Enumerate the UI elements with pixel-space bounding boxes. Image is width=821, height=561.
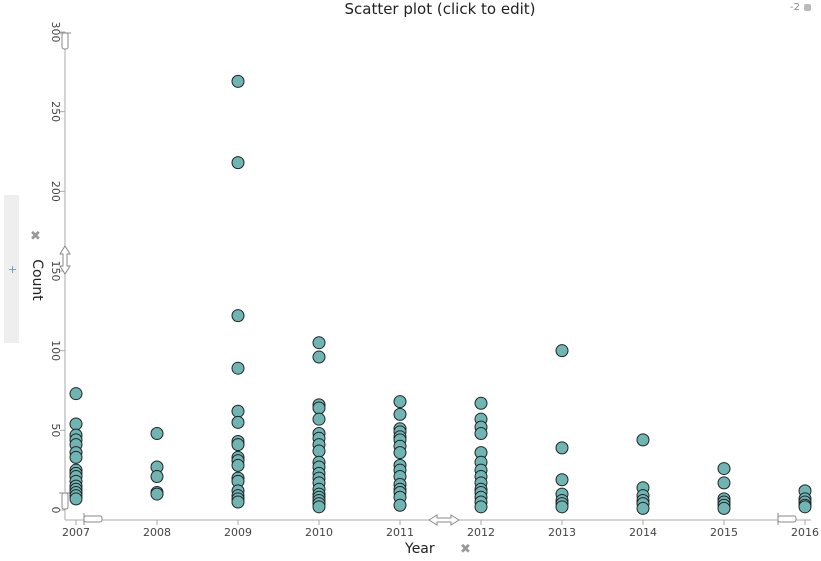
chart-title[interactable]: Scatter plot (click to edit)	[344, 0, 536, 18]
double-arrow-icon	[428, 514, 460, 526]
axis-handles[interactable]	[59, 32, 797, 526]
data-point	[393, 446, 407, 460]
y-attribute-panel[interactable]: +	[4, 195, 19, 343]
y-tick-label: 100	[49, 340, 62, 361]
data-point	[150, 427, 164, 441]
data-point	[312, 412, 326, 426]
data-point	[69, 450, 83, 464]
y-axis-min-handle[interactable]	[59, 492, 71, 510]
x-axis-pan-handle[interactable]	[428, 514, 460, 526]
remove-x-attribute-icon[interactable]: ✖	[460, 542, 471, 557]
data-point	[474, 500, 488, 514]
data-point	[474, 427, 488, 441]
remove-y-attribute-icon[interactable]: ✖	[30, 229, 41, 244]
data-point	[393, 498, 407, 512]
data-point	[231, 404, 245, 418]
data-point	[717, 476, 731, 490]
y-tick-label: 150	[49, 261, 62, 282]
x-tick-label: 2013	[548, 526, 576, 539]
y-tick-label: 250	[49, 101, 62, 122]
data-point	[231, 361, 245, 375]
y-tick-label: 200	[49, 181, 62, 202]
y-tick-label: 300	[49, 22, 62, 43]
y-tick-label: 50	[49, 423, 62, 437]
data-point	[636, 433, 650, 447]
data-point	[393, 407, 407, 421]
data-point	[312, 500, 326, 514]
data-point	[555, 473, 569, 487]
y-axis-label[interactable]: Count	[29, 259, 45, 301]
data-point	[69, 492, 83, 506]
data-point	[798, 500, 812, 514]
data-point	[393, 395, 407, 409]
x-tick-label: 2015	[710, 526, 738, 539]
x-axis: 2007 2008 2009 2010 2011 2012 2013 2014 2015 2016	[62, 519, 819, 539]
x-tick-label: 2016	[791, 526, 819, 539]
y-tick-label: 0	[49, 507, 62, 514]
data-point	[231, 458, 245, 472]
x-axis-min-handle[interactable]	[83, 513, 103, 525]
data-point	[717, 501, 731, 515]
data-point	[555, 441, 569, 455]
data-point	[312, 350, 326, 364]
data-points	[69, 74, 812, 515]
x-tick-label: 2011	[386, 526, 414, 539]
data-point	[69, 417, 83, 431]
double-arrow-icon	[59, 245, 71, 275]
data-point	[555, 500, 569, 514]
data-point	[636, 501, 650, 515]
handle-body	[777, 515, 797, 523]
data-point	[312, 336, 326, 350]
data-point	[312, 444, 326, 458]
corner-value: -2	[790, 2, 800, 13]
x-tick-label: 2007	[62, 526, 90, 539]
y-axis: 0 50 100 150 200 250 300	[49, 22, 66, 520]
corner-dot-icon[interactable]	[804, 3, 811, 11]
x-axis-max-handle[interactable]	[777, 513, 797, 525]
data-point	[555, 344, 569, 358]
y-axis-pan-handle[interactable]	[59, 245, 71, 275]
data-point	[231, 309, 245, 323]
data-point	[150, 487, 164, 501]
handle-body	[61, 492, 69, 510]
x-tick-label: 2012	[467, 526, 495, 539]
handle-body	[83, 515, 103, 523]
data-point	[231, 415, 245, 429]
x-tick-label: 2008	[143, 526, 171, 539]
x-tick-label: 2014	[629, 526, 657, 539]
data-point	[231, 495, 245, 509]
add-attribute-icon[interactable]: +	[8, 263, 18, 276]
handle-body	[61, 32, 69, 50]
data-point	[150, 470, 164, 484]
x-axis-label[interactable]: Year	[405, 541, 435, 557]
corner-control[interactable]: -2	[790, 2, 811, 13]
x-tick-label: 2010	[305, 526, 333, 539]
data-point	[717, 462, 731, 476]
data-point	[231, 438, 245, 452]
data-point	[312, 401, 326, 415]
x-tick-label: 2009	[224, 526, 252, 539]
data-point	[231, 74, 245, 88]
data-point	[231, 156, 245, 170]
data-point	[69, 387, 83, 401]
y-axis-max-handle[interactable]	[59, 32, 71, 50]
data-point	[474, 396, 488, 410]
